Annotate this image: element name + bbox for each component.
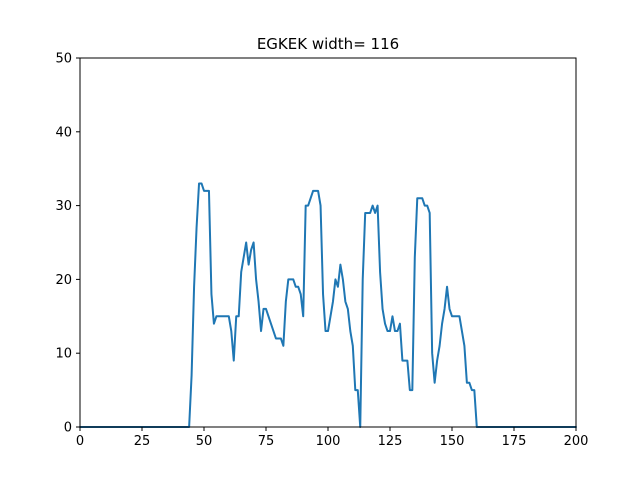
- y-tick-label: 30: [55, 199, 72, 214]
- x-tick-label: 100: [316, 434, 341, 449]
- y-tick-label: 10: [55, 347, 72, 362]
- series-line-0: [79, 182, 577, 428]
- y-tick-label: 20: [55, 273, 72, 288]
- x-tick-label: 25: [134, 434, 151, 449]
- x-tick-label: 50: [196, 434, 213, 449]
- y-axis: 0 10 20 30 40 50: [55, 52, 80, 436]
- x-tick-label: 175: [502, 434, 527, 449]
- x-tick-label: 0: [76, 434, 84, 449]
- x-tick-label: 150: [440, 434, 465, 449]
- x-axis: 0 25 50 75 100 125 150 175 200: [76, 427, 589, 449]
- x-tick-label: 125: [378, 434, 403, 449]
- y-tick-label: 50: [55, 52, 72, 67]
- x-tick-label: 200: [564, 434, 589, 449]
- plot-area: [79, 182, 577, 428]
- y-tick-label: 40: [55, 125, 72, 140]
- chart-title: EGKEK width= 116: [257, 35, 399, 53]
- x-tick-label: 75: [258, 434, 275, 449]
- y-tick-label: 0: [64, 421, 72, 436]
